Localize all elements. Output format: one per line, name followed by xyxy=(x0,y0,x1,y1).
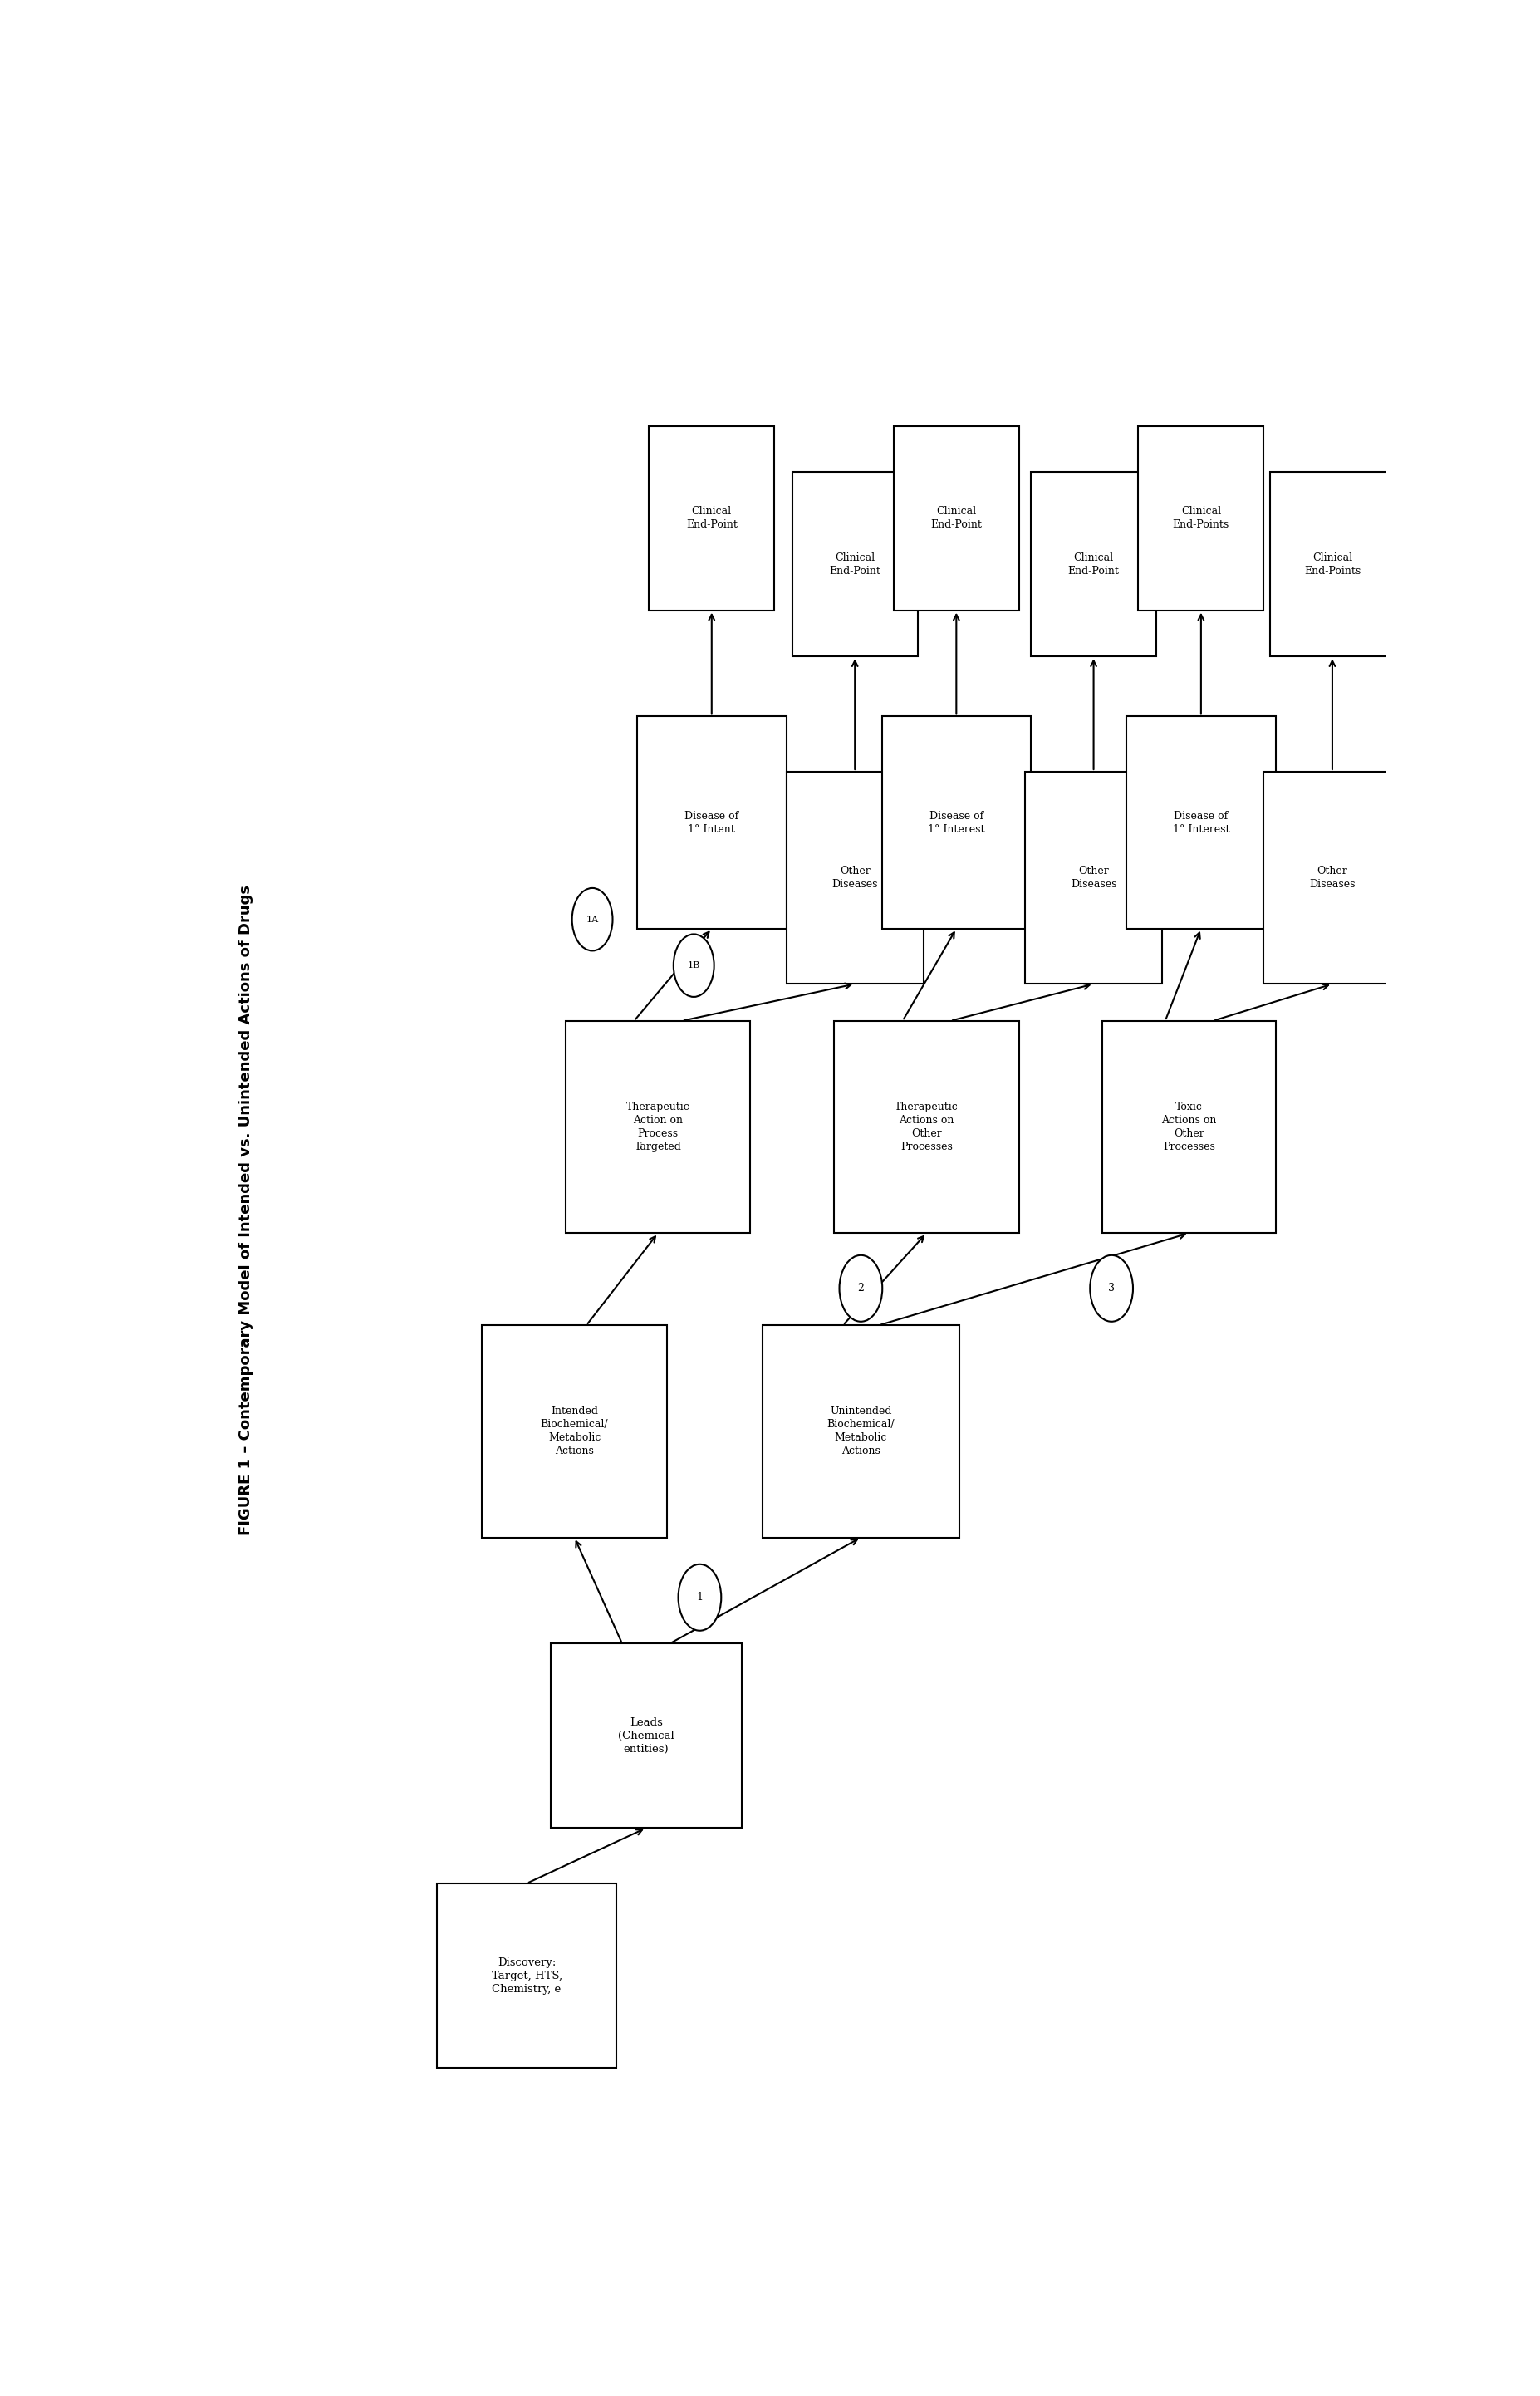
Circle shape xyxy=(839,1256,882,1323)
FancyBboxPatch shape xyxy=(1030,472,1157,657)
FancyBboxPatch shape xyxy=(1026,772,1163,985)
Text: 1: 1 xyxy=(696,1591,704,1603)
Text: Disease of
1° Interest: Disease of 1° Interest xyxy=(929,810,984,834)
Text: Clinical
End-Point: Clinical End-Point xyxy=(930,506,983,530)
Text: Disease of
1° Interest: Disease of 1° Interest xyxy=(1172,810,1229,834)
Text: Unintended
Biochemical/
Metabolic
Actions: Unintended Biochemical/ Metabolic Action… xyxy=(827,1406,895,1457)
Circle shape xyxy=(571,889,613,951)
Text: Disease of
1° Intent: Disease of 1° Intent xyxy=(685,810,739,834)
FancyBboxPatch shape xyxy=(551,1644,742,1828)
Text: Clinical
End-Points: Clinical End-Points xyxy=(1172,506,1229,530)
Text: Discovery:
Target, HTS,
Chemistry, e: Discovery: Target, HTS, Chemistry, e xyxy=(491,1958,562,1993)
FancyBboxPatch shape xyxy=(792,472,918,657)
Circle shape xyxy=(678,1565,721,1632)
FancyBboxPatch shape xyxy=(762,1325,959,1538)
FancyBboxPatch shape xyxy=(565,1021,750,1234)
FancyBboxPatch shape xyxy=(893,426,1019,611)
Text: 1A: 1A xyxy=(587,915,599,922)
Text: Clinical
End-Point: Clinical End-Point xyxy=(829,551,881,577)
Text: Leads
(Chemical
entities): Leads (Chemical entities) xyxy=(618,1718,675,1754)
FancyBboxPatch shape xyxy=(648,426,775,611)
FancyBboxPatch shape xyxy=(1126,716,1275,930)
FancyBboxPatch shape xyxy=(1138,426,1264,611)
FancyBboxPatch shape xyxy=(787,772,924,985)
Text: Other
Diseases: Other Diseases xyxy=(1070,865,1116,889)
Text: 1B: 1B xyxy=(687,961,701,970)
Text: Intended
Biochemical/
Metabolic
Actions: Intended Biochemical/ Metabolic Actions xyxy=(541,1406,608,1457)
FancyBboxPatch shape xyxy=(1103,1021,1275,1234)
FancyBboxPatch shape xyxy=(882,716,1030,930)
Text: Clinical
End-Point: Clinical End-Point xyxy=(685,506,738,530)
Text: Clinical
End-Points: Clinical End-Points xyxy=(1304,551,1361,577)
FancyBboxPatch shape xyxy=(1264,772,1401,985)
Text: FIGURE 1 – Contemporary Model of Intended vs. Unintended Actions of Drugs: FIGURE 1 – Contemporary Model of Intende… xyxy=(239,884,254,1536)
Text: Other
Diseases: Other Diseases xyxy=(1309,865,1355,889)
Text: Toxic
Actions on
Other
Processes: Toxic Actions on Other Processes xyxy=(1161,1102,1217,1152)
Text: 2: 2 xyxy=(858,1282,864,1294)
FancyBboxPatch shape xyxy=(638,716,787,930)
Circle shape xyxy=(673,934,715,997)
FancyBboxPatch shape xyxy=(437,1883,616,2068)
Text: 3: 3 xyxy=(1109,1282,1115,1294)
Text: Therapeutic
Actions on
Other
Processes: Therapeutic Actions on Other Processes xyxy=(895,1102,958,1152)
FancyBboxPatch shape xyxy=(1269,472,1395,657)
Circle shape xyxy=(1090,1256,1133,1323)
Text: Therapeutic
Action on
Process
Targeted: Therapeutic Action on Process Targeted xyxy=(627,1102,690,1152)
FancyBboxPatch shape xyxy=(482,1325,667,1538)
Text: Clinical
End-Point: Clinical End-Point xyxy=(1067,551,1120,577)
FancyBboxPatch shape xyxy=(835,1021,1019,1234)
Text: Other
Diseases: Other Diseases xyxy=(832,865,878,889)
